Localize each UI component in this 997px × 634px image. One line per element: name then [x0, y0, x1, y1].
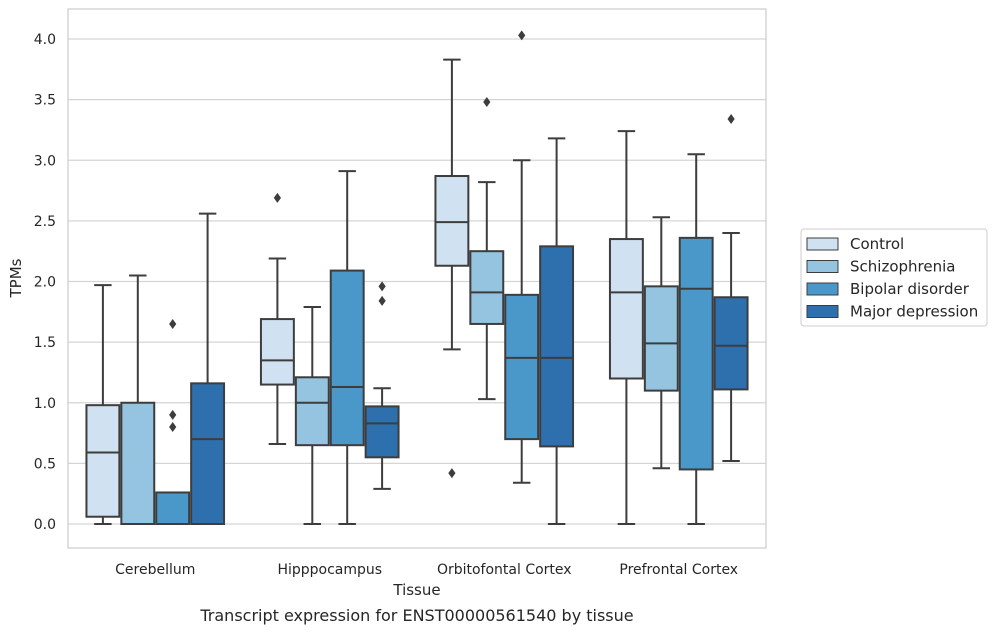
box — [329, 269, 365, 447]
box-group — [434, 58, 470, 479]
box-group — [190, 212, 226, 525]
legend-swatch — [806, 237, 839, 251]
legend-frame — [800, 228, 988, 327]
box-group — [608, 130, 644, 525]
x-tick-label: Cerebellum — [115, 562, 195, 578]
y-tick-label: 0.0 — [34, 517, 56, 533]
box-group — [259, 192, 295, 445]
box — [120, 401, 156, 525]
legend-items: Control Schizophrenia Bipolar disorder Majo… — [806, 235, 978, 321]
y-axis-title: TPMs — [7, 258, 25, 298]
box — [539, 245, 575, 448]
box — [713, 296, 749, 391]
outlier-point — [483, 97, 491, 108]
box-group — [469, 97, 505, 401]
legend: Control Schizophrenia Bipolar disorder Majo… — [800, 228, 988, 327]
box-group — [120, 274, 156, 525]
legend-label: Schizophrenia — [850, 258, 955, 276]
x-axis-title: Tissue — [392, 581, 440, 599]
y-tick-label: 0.5 — [34, 456, 56, 472]
y-tick-label: 2.5 — [34, 214, 56, 230]
plot-frame — [67, 8, 767, 549]
outlier-point — [169, 422, 177, 432]
outlier-point — [169, 318, 177, 329]
box — [85, 404, 121, 518]
legend-swatch — [806, 282, 839, 296]
outlier-point — [727, 114, 735, 125]
box-group — [713, 114, 749, 462]
outlier-point — [378, 295, 386, 306]
legend-label: Major depression — [850, 303, 978, 321]
box-group — [504, 30, 540, 484]
outlier-point — [448, 468, 456, 479]
x-tick-label: Orbitofontal Cortex — [437, 562, 572, 578]
x-tick-labels: Cerebellum Hipppocampus Orbitofontal Corte… — [115, 562, 738, 578]
grid-lines — [68, 38, 766, 525]
y-tick-label: 3.5 — [34, 93, 56, 109]
box — [364, 405, 400, 459]
box-group — [155, 318, 191, 526]
y-tick-label: 4.0 — [34, 32, 56, 48]
box-group — [678, 153, 714, 525]
box — [434, 175, 470, 267]
box — [155, 491, 191, 526]
box — [190, 382, 226, 525]
box — [504, 293, 540, 441]
box-group — [643, 216, 679, 470]
box-groups — [85, 30, 749, 526]
box — [259, 318, 295, 386]
outlier-point — [378, 281, 386, 292]
box — [608, 238, 644, 380]
outlier-point — [169, 409, 177, 420]
legend-swatch — [806, 305, 839, 318]
legend-label: Control — [850, 235, 904, 253]
box-group — [294, 305, 330, 525]
legend-swatch — [806, 260, 839, 273]
box-group — [539, 137, 575, 525]
y-tick-label: 1.0 — [34, 396, 56, 412]
x-tick-label: Hipppocampus — [277, 562, 382, 578]
x-tick-label: Prefrontal Cortex — [619, 562, 738, 578]
box — [294, 376, 330, 447]
y-tick-labels: 0.0 0.5 1.0 1.5 2.0 2.5 3.0 3.5 4.0 — [34, 32, 56, 533]
y-tick-label: 3.0 — [34, 153, 56, 169]
box-group — [85, 284, 121, 525]
outlier-point — [273, 192, 281, 203]
box — [678, 236, 714, 471]
box — [643, 285, 679, 392]
y-tick-label: 2.0 — [34, 275, 56, 291]
figure-caption: Transcript expression for ENST0000056154… — [199, 606, 633, 625]
legend-label: Bipolar disorder — [850, 280, 970, 298]
y-tick-label: 1.5 — [34, 335, 56, 351]
box-group — [364, 281, 400, 490]
box — [469, 250, 505, 325]
box-group — [329, 170, 365, 525]
outlier-point — [518, 30, 526, 41]
